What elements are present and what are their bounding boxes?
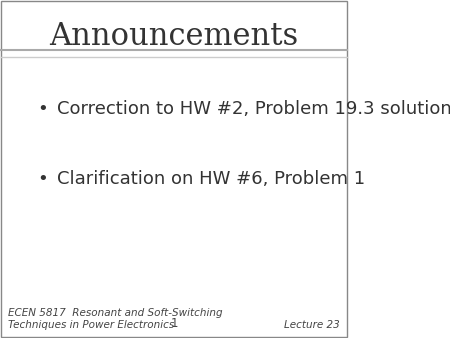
Text: Clarification on HW #6, Problem 1: Clarification on HW #6, Problem 1 <box>57 170 365 188</box>
Text: Announcements: Announcements <box>50 21 299 52</box>
Text: 1: 1 <box>171 317 178 330</box>
Text: Correction to HW #2, Problem 19.3 solution: Correction to HW #2, Problem 19.3 soluti… <box>57 100 450 118</box>
Text: ECEN 5817  Resonant and Soft-Switching
Techniques in Power Electronics: ECEN 5817 Resonant and Soft-Switching Te… <box>8 308 223 330</box>
Text: Lecture 23: Lecture 23 <box>284 320 340 330</box>
Text: •: • <box>37 100 48 118</box>
Text: •: • <box>37 170 48 188</box>
